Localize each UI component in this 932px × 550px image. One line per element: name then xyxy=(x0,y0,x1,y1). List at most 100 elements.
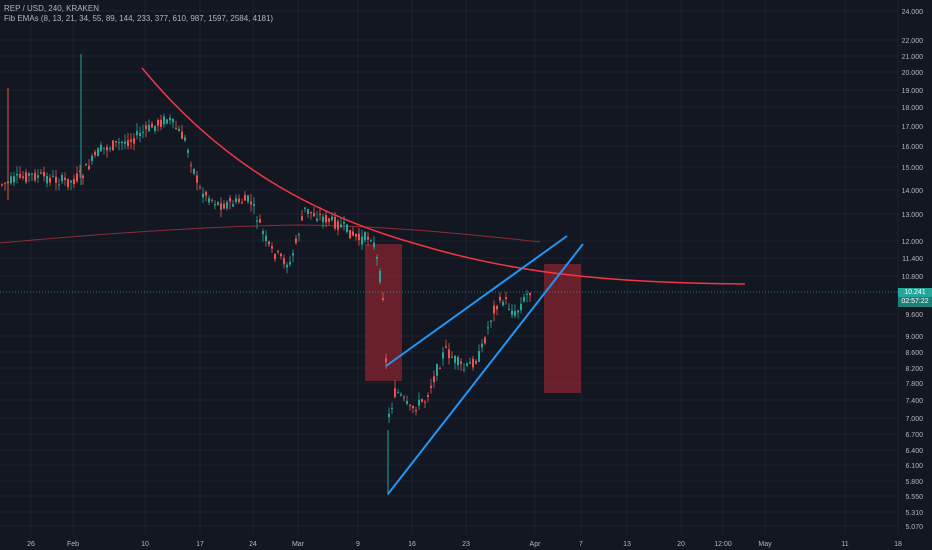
decay-curve[interactable] xyxy=(141,67,746,285)
candle-body xyxy=(436,364,438,376)
price-label: 7.000 xyxy=(905,416,923,423)
price-label: 24.000 xyxy=(902,9,924,16)
symbol-title[interactable]: REP / USD, 240, KRAKEN xyxy=(4,4,99,13)
candle-body xyxy=(364,232,366,241)
candle-body xyxy=(43,172,45,177)
time-label: Feb xyxy=(67,541,79,548)
candle-body xyxy=(139,132,141,137)
red-box-left[interactable] xyxy=(365,244,402,381)
candle-body xyxy=(406,400,408,404)
candle-body xyxy=(517,310,519,313)
candle-body xyxy=(82,175,84,179)
price-label: 5.550 xyxy=(905,494,923,501)
candle-body xyxy=(283,258,285,265)
candle-body xyxy=(331,216,333,221)
candle-body xyxy=(223,203,225,209)
candle-body xyxy=(451,356,453,358)
candle-body xyxy=(124,141,126,144)
candle-body xyxy=(163,116,165,125)
candle-body xyxy=(211,199,213,201)
ema-long-curve xyxy=(0,224,541,244)
candle-body xyxy=(475,360,477,364)
candle-body xyxy=(220,203,222,210)
candle-body xyxy=(286,264,288,268)
candle-body xyxy=(319,214,321,216)
wedge-upper-trendline[interactable] xyxy=(385,235,568,367)
candle-body xyxy=(310,211,312,214)
candle-body xyxy=(247,195,249,202)
candle-body xyxy=(277,250,279,252)
candle-body xyxy=(136,130,138,136)
candle-body xyxy=(169,117,171,121)
candle-body xyxy=(397,392,399,394)
candle-body xyxy=(307,209,309,214)
candle-body xyxy=(46,175,48,184)
candle-body xyxy=(490,320,492,322)
candle-body xyxy=(205,191,207,196)
candle-body xyxy=(334,216,336,229)
candle-body xyxy=(238,198,240,203)
price-label: 19.000 xyxy=(902,88,924,95)
candle-body xyxy=(241,202,243,204)
countdown-tag: 02:57:22 xyxy=(898,297,932,307)
candle-body xyxy=(187,149,189,153)
candle-body xyxy=(79,170,81,173)
time-label: Mar xyxy=(292,541,305,548)
time-axis[interactable]: 26 Feb 10 17 24 Mar 9 16 23 Apr 7 13 20 12:00 May 11 18 xyxy=(27,541,902,548)
time-label: 20 xyxy=(677,541,685,548)
candle-body xyxy=(229,197,231,202)
candle-body xyxy=(349,230,351,239)
candle-body xyxy=(103,147,105,149)
price-label: 9.600 xyxy=(905,312,923,319)
candle-body xyxy=(262,230,264,235)
candle-body xyxy=(328,218,330,222)
candle-body xyxy=(151,123,153,128)
candle-body xyxy=(115,140,117,143)
candle-body xyxy=(493,305,495,314)
candle-body xyxy=(1,184,3,186)
candle-body xyxy=(370,240,372,242)
red-box-right[interactable] xyxy=(544,264,581,393)
candle-body xyxy=(109,148,111,150)
price-label: 21.000 xyxy=(902,54,924,61)
candle-body xyxy=(418,399,420,406)
candle-body xyxy=(433,376,435,382)
drawings-boxes[interactable] xyxy=(365,244,581,393)
candle-body xyxy=(28,173,30,176)
candle-body xyxy=(31,173,33,175)
candle-body xyxy=(487,327,489,329)
candle-body xyxy=(274,254,276,260)
price-label: 9.000 xyxy=(905,334,923,341)
candle-body xyxy=(481,343,483,348)
price-label: 18.000 xyxy=(902,105,924,112)
candle-body xyxy=(70,180,72,183)
wedge-lower-trendline[interactable] xyxy=(387,243,584,495)
candle-body xyxy=(526,293,528,295)
candle-body xyxy=(175,127,177,129)
price-axis[interactable]: 24.000 22.000 21.000 20.000 19.000 18.000 17.0… xyxy=(902,9,924,531)
price-label: 5.070 xyxy=(905,524,923,531)
price-label: 8.600 xyxy=(905,350,923,357)
candle-body xyxy=(391,407,393,410)
candle-body xyxy=(61,174,63,182)
indicator-legend[interactable]: Fib EMAs (8, 13, 21, 34, 55, 89, 144, 23… xyxy=(4,14,274,23)
candle-body xyxy=(394,388,396,398)
current-price-tag: 10.241 xyxy=(898,288,932,298)
candle-body xyxy=(502,301,504,306)
candle-body xyxy=(148,124,150,131)
candle-body xyxy=(208,198,210,203)
candle-body xyxy=(40,172,42,174)
candle-body xyxy=(457,357,459,366)
candle-body xyxy=(52,175,54,177)
candle-body xyxy=(265,235,267,242)
candle-body xyxy=(337,221,339,230)
price-label: 15.000 xyxy=(902,165,924,172)
candle-body xyxy=(91,155,93,162)
time-label: May xyxy=(758,541,772,548)
price-label: 8.200 xyxy=(905,366,923,373)
candle-body xyxy=(355,234,357,237)
candle-body xyxy=(520,303,522,311)
candle-body xyxy=(226,201,228,209)
candle-body xyxy=(145,125,147,130)
